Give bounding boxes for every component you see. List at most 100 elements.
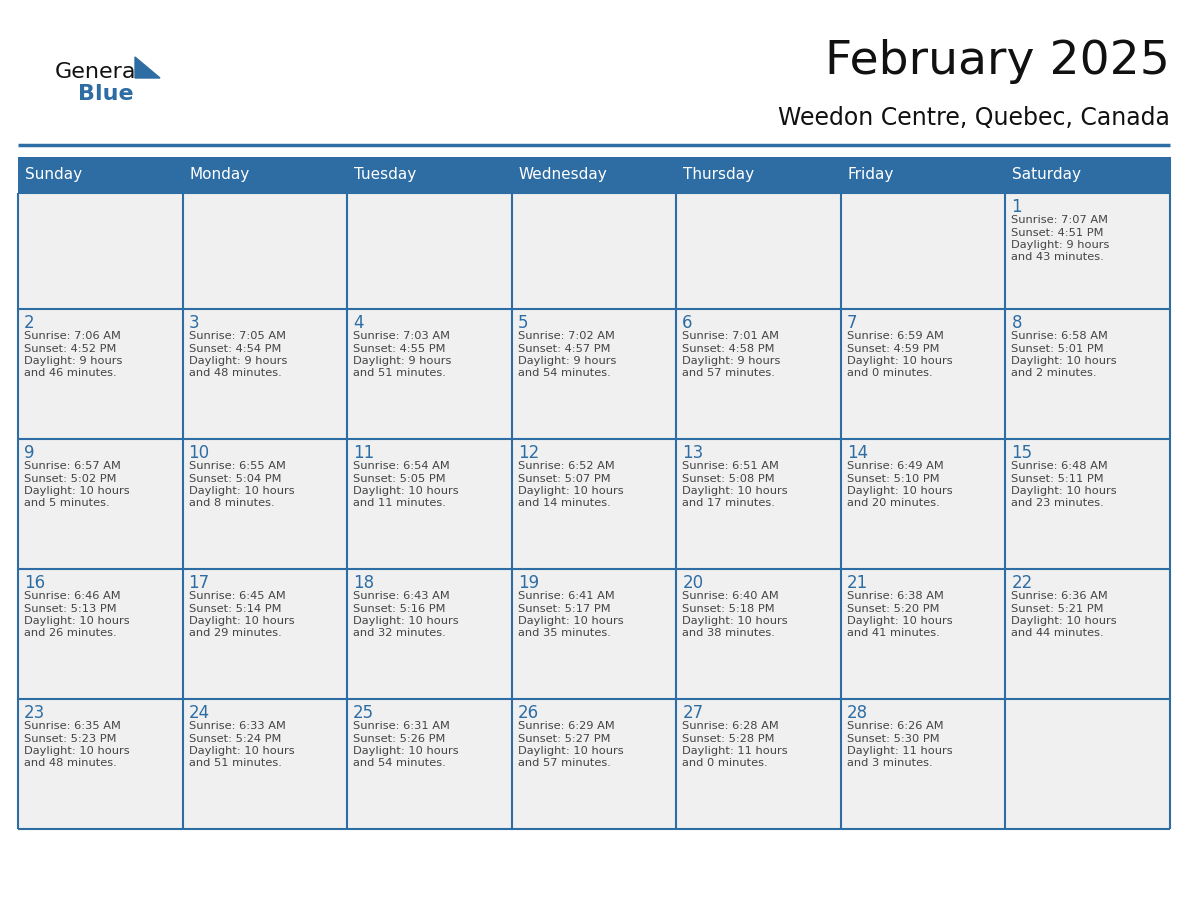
Text: Sunset: 4:51 PM: Sunset: 4:51 PM [1011,228,1104,238]
Text: and 46 minutes.: and 46 minutes. [24,368,116,378]
Text: Sunrise: 6:59 AM: Sunrise: 6:59 AM [847,331,943,341]
Text: Daylight: 10 hours: Daylight: 10 hours [353,486,459,496]
Text: General: General [55,62,143,82]
Text: 3: 3 [189,314,200,332]
Text: 19: 19 [518,574,539,592]
Text: Sunrise: 7:02 AM: Sunrise: 7:02 AM [518,331,614,341]
Text: Weedon Centre, Quebec, Canada: Weedon Centre, Quebec, Canada [778,106,1170,130]
Text: and 43 minutes.: and 43 minutes. [1011,252,1104,263]
Text: and 57 minutes.: and 57 minutes. [682,368,775,378]
Text: and 8 minutes.: and 8 minutes. [189,498,274,509]
Text: Sunrise: 7:06 AM: Sunrise: 7:06 AM [24,331,121,341]
Text: and 44 minutes.: and 44 minutes. [1011,629,1104,639]
Text: 2: 2 [24,314,34,332]
Text: 21: 21 [847,574,868,592]
Text: Saturday: Saturday [1012,167,1081,183]
Text: Sunset: 5:18 PM: Sunset: 5:18 PM [682,603,775,613]
Text: Sunset: 4:57 PM: Sunset: 4:57 PM [518,343,611,353]
Text: and 17 minutes.: and 17 minutes. [682,498,775,509]
Text: Sunrise: 6:26 AM: Sunrise: 6:26 AM [847,721,943,731]
Bar [512,157,676,193]
Text: Sunset: 5:30 PM: Sunset: 5:30 PM [847,733,940,744]
Text: Daylight: 10 hours: Daylight: 10 hours [518,486,624,496]
Text: Daylight: 11 hours: Daylight: 11 hours [682,746,788,756]
Text: 17: 17 [189,574,210,592]
Text: Sunset: 5:01 PM: Sunset: 5:01 PM [1011,343,1104,353]
Text: Sunrise: 6:41 AM: Sunrise: 6:41 AM [518,591,614,601]
Text: Sunrise: 6:33 AM: Sunrise: 6:33 AM [189,721,285,731]
Text: 13: 13 [682,444,703,462]
Text: Blue: Blue [78,84,133,104]
Bar [18,699,1170,829]
Text: Sunset: 5:21 PM: Sunset: 5:21 PM [1011,603,1104,613]
Text: Daylight: 10 hours: Daylight: 10 hours [24,746,129,756]
Text: 18: 18 [353,574,374,592]
Text: Sunrise: 6:28 AM: Sunrise: 6:28 AM [682,721,779,731]
Text: Sunrise: 6:40 AM: Sunrise: 6:40 AM [682,591,779,601]
Text: Sunrise: 6:46 AM: Sunrise: 6:46 AM [24,591,121,601]
Text: 25: 25 [353,704,374,722]
Text: and 5 minutes.: and 5 minutes. [24,498,109,509]
Text: Sunset: 5:13 PM: Sunset: 5:13 PM [24,603,116,613]
Text: 10: 10 [189,444,210,462]
Text: Daylight: 10 hours: Daylight: 10 hours [518,746,624,756]
Text: 23: 23 [24,704,45,722]
Text: and 32 minutes.: and 32 minutes. [353,629,446,639]
Bar [676,157,841,193]
Text: Sunrise: 6:35 AM: Sunrise: 6:35 AM [24,721,121,731]
Text: 26: 26 [518,704,539,722]
Text: Sunrise: 6:48 AM: Sunrise: 6:48 AM [1011,461,1108,471]
Text: 14: 14 [847,444,868,462]
Text: Daylight: 9 hours: Daylight: 9 hours [518,356,617,366]
Text: 24: 24 [189,704,210,722]
Text: 4: 4 [353,314,364,332]
Text: 20: 20 [682,574,703,592]
Text: Daylight: 10 hours: Daylight: 10 hours [353,616,459,626]
Text: Sunset: 5:07 PM: Sunset: 5:07 PM [518,474,611,484]
Bar [18,309,1170,439]
Text: Daylight: 9 hours: Daylight: 9 hours [353,356,451,366]
Text: Sunset: 5:04 PM: Sunset: 5:04 PM [189,474,282,484]
Text: Monday: Monday [190,167,249,183]
Text: 16: 16 [24,574,45,592]
Text: 9: 9 [24,444,34,462]
Text: Sunset: 5:24 PM: Sunset: 5:24 PM [189,733,280,744]
Text: and 26 minutes.: and 26 minutes. [24,629,116,639]
Text: Sunrise: 6:43 AM: Sunrise: 6:43 AM [353,591,450,601]
Text: Sunset: 5:23 PM: Sunset: 5:23 PM [24,733,116,744]
Text: February 2025: February 2025 [826,39,1170,84]
Text: Daylight: 10 hours: Daylight: 10 hours [24,616,129,626]
Text: Sunrise: 6:38 AM: Sunrise: 6:38 AM [847,591,943,601]
Bar [841,157,1005,193]
Text: Sunset: 4:54 PM: Sunset: 4:54 PM [189,343,280,353]
Text: Sunrise: 6:58 AM: Sunrise: 6:58 AM [1011,331,1108,341]
Text: and 29 minutes.: and 29 minutes. [189,629,282,639]
Text: Sunset: 5:05 PM: Sunset: 5:05 PM [353,474,446,484]
Bar [18,439,1170,569]
Text: Sunrise: 6:29 AM: Sunrise: 6:29 AM [518,721,614,731]
Text: Sunset: 4:59 PM: Sunset: 4:59 PM [847,343,940,353]
Text: Daylight: 9 hours: Daylight: 9 hours [24,356,122,366]
Text: Daylight: 9 hours: Daylight: 9 hours [1011,240,1110,250]
Text: and 54 minutes.: and 54 minutes. [518,368,611,378]
Text: and 14 minutes.: and 14 minutes. [518,498,611,509]
Text: 5: 5 [518,314,529,332]
Bar [183,157,347,193]
Text: Wednesday: Wednesday [519,167,607,183]
Text: Daylight: 10 hours: Daylight: 10 hours [189,486,295,496]
Text: Daylight: 11 hours: Daylight: 11 hours [847,746,953,756]
Text: Sunrise: 7:03 AM: Sunrise: 7:03 AM [353,331,450,341]
Text: and 11 minutes.: and 11 minutes. [353,498,446,509]
Text: Daylight: 10 hours: Daylight: 10 hours [847,616,953,626]
Text: Daylight: 10 hours: Daylight: 10 hours [682,616,788,626]
Text: Daylight: 9 hours: Daylight: 9 hours [682,356,781,366]
Text: Daylight: 10 hours: Daylight: 10 hours [189,616,295,626]
Text: and 54 minutes.: and 54 minutes. [353,758,446,768]
Text: 6: 6 [682,314,693,332]
Text: Sunset: 4:52 PM: Sunset: 4:52 PM [24,343,116,353]
Text: and 2 minutes.: and 2 minutes. [1011,368,1097,378]
Text: Sunset: 5:16 PM: Sunset: 5:16 PM [353,603,446,613]
Text: 28: 28 [847,704,868,722]
Text: and 51 minutes.: and 51 minutes. [189,758,282,768]
Bar [18,193,1170,309]
